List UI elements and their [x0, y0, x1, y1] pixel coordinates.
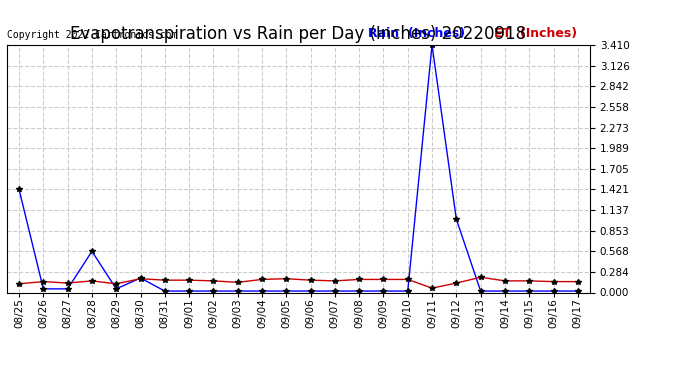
Text: ET  (Inches): ET (Inches) — [494, 27, 577, 40]
Text: Rain  (Inches): Rain (Inches) — [368, 27, 466, 40]
Text: Copyright 2022 Cartronics.com: Copyright 2022 Cartronics.com — [7, 30, 177, 40]
Title: Evapotranspiration vs Rain per Day (Inches) 20220918: Evapotranspiration vs Rain per Day (Inch… — [70, 26, 526, 44]
